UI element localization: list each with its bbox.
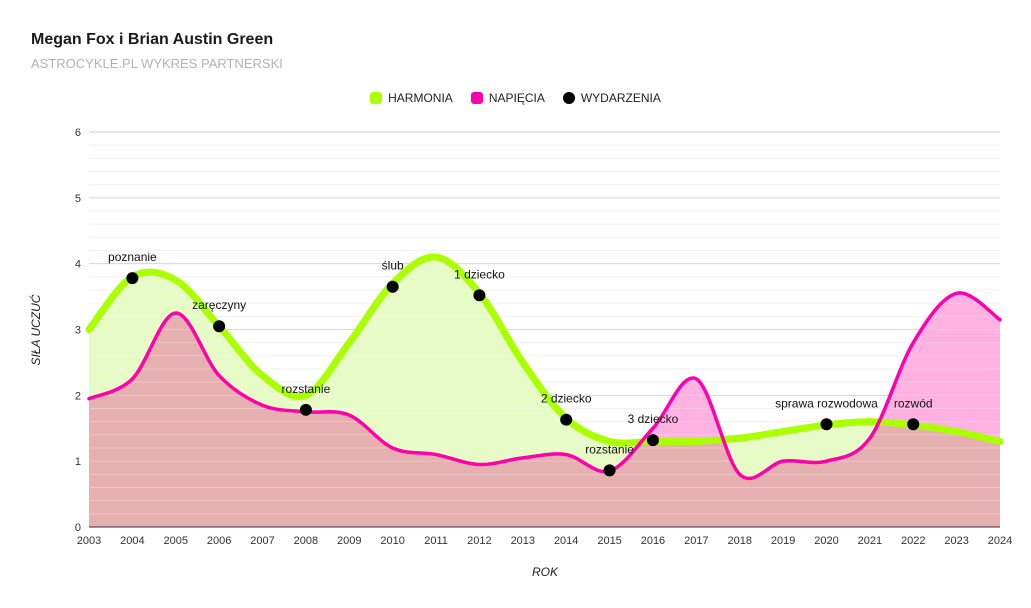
event-label: ślub <box>382 259 404 273</box>
x-tick-label: 2013 <box>511 535 535 547</box>
x-tick-label: 2022 <box>901 535 925 547</box>
event-point <box>473 289 486 302</box>
chart-title: Megan Fox i Brian Austin Green <box>31 31 274 48</box>
x-tick-label: 2019 <box>771 535 795 547</box>
event-point <box>213 320 226 333</box>
x-tick-label: 2024 <box>988 535 1012 547</box>
tension-swatch-icon <box>470 92 483 104</box>
y-tick-label: 1 <box>75 456 81 468</box>
x-tick-label: 2003 <box>77 535 101 547</box>
event-label: rozstanie <box>282 382 331 396</box>
x-tick-label: 2017 <box>684 535 708 547</box>
event-label: 3 dziecko <box>628 412 679 426</box>
y-tick-label: 2 <box>75 390 81 402</box>
y-tick-label: 3 <box>75 325 81 337</box>
event-label: zaręczyny <box>192 298 246 312</box>
x-tick-label: 2008 <box>294 535 318 547</box>
event-label: sprawa rozwodowa <box>775 396 878 410</box>
legend-item-harmony[interactable]: HARMONIA <box>370 91 453 105</box>
x-tick-label: 2006 <box>207 535 231 547</box>
x-tick-label: 2020 <box>814 535 838 547</box>
x-tick-label: 2012 <box>467 535 491 547</box>
x-tick-label: 2016 <box>641 535 665 547</box>
legend-item-tension[interactable]: NAPIĘCIA <box>470 91 545 105</box>
x-tick-label: 2018 <box>727 535 751 547</box>
legend-item-events[interactable]: WYDARZENIA <box>562 91 661 105</box>
x-tick-label: 2009 <box>337 535 361 547</box>
y-axis-title: SIŁA UCZUĆ <box>28 294 43 365</box>
harmony-line <box>85 253 1004 447</box>
x-tick-label: 2023 <box>944 535 968 547</box>
event-point <box>299 403 312 416</box>
event-point <box>603 464 616 477</box>
x-tick-label: 2007 <box>250 535 274 547</box>
x-tick-label: 2004 <box>120 535 144 547</box>
y-tick-label: 5 <box>75 193 81 205</box>
x-tick-label: 2015 <box>597 535 621 547</box>
event-point <box>560 413 573 426</box>
axes: 0 1 2 3 4 5 6 2003 2004 2005 2006 2007 2008 2009 2010 2… <box>75 127 1012 547</box>
overlap-area <box>89 292 1000 527</box>
series-lines <box>85 253 1004 481</box>
event-point <box>386 280 399 293</box>
y-tick-label: 0 <box>75 522 81 534</box>
x-tick-label: 2011 <box>424 535 448 547</box>
event-label: rozwód <box>894 396 933 410</box>
event-point <box>126 272 139 285</box>
chart-subtitle: ASTROCYKLE.PL WYKRES PARTNERSKI <box>31 56 283 71</box>
event-label: 2 dziecko <box>541 392 592 406</box>
harmony-swatch-icon <box>370 92 383 104</box>
legend-label-harmony: HARMONIA <box>388 91 453 105</box>
events: poznanie zaręczyny rozstanie ślub 1 dziecko 2… <box>108 250 933 477</box>
y-tick-label: 4 <box>75 259 81 271</box>
x-axis-title: ROK <box>532 565 559 579</box>
legend-label-events: WYDARZENIA <box>580 91 661 105</box>
tension-line <box>87 291 1002 481</box>
legend-label-tension: NAPIĘCIA <box>488 91 545 105</box>
event-point <box>646 434 659 447</box>
event-label: poznanie <box>108 250 157 264</box>
x-tick-label: 2010 <box>380 535 404 547</box>
event-point <box>907 418 920 431</box>
event-point <box>820 418 833 431</box>
areas <box>89 144 1000 527</box>
event-dot-icon <box>562 92 575 104</box>
x-tick-label: 2005 <box>164 535 188 547</box>
event-label: rozstanie <box>585 442 634 456</box>
x-tick-label: 2021 <box>858 535 882 547</box>
y-tick-label: 6 <box>75 127 81 139</box>
legend: HARMONIA NAPIĘCIA WYDARZENIA <box>0 91 1031 105</box>
x-tick-label: 2014 <box>554 535 578 547</box>
event-label: 1 dziecko <box>454 267 505 281</box>
